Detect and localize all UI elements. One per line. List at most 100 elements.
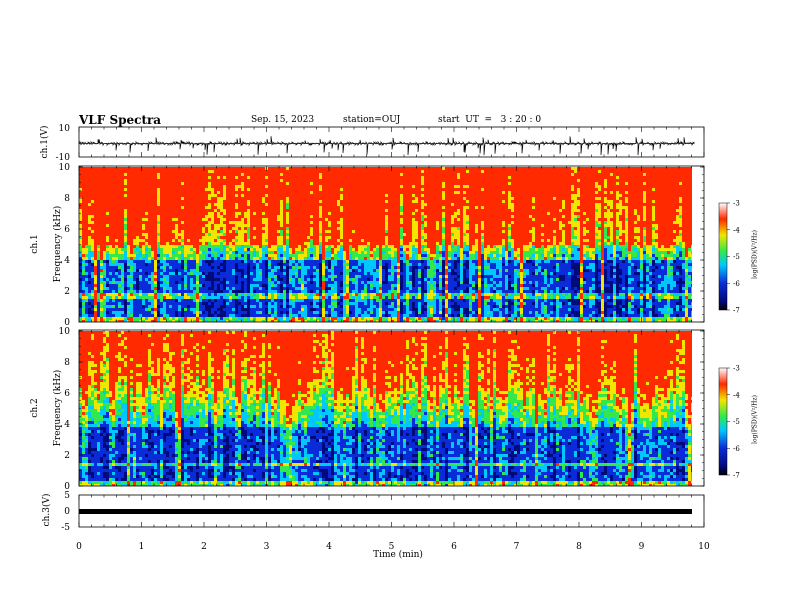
spectrogram-cell — [340, 284, 344, 288]
spectrogram-cell — [166, 302, 170, 306]
spectrogram-cell — [133, 320, 137, 322]
spectrogram-cell — [235, 197, 239, 201]
spectrogram-cell — [301, 206, 305, 210]
spectrogram-cell — [136, 188, 140, 192]
spectrogram-cell — [343, 278, 347, 282]
spectrogram-cell — [193, 299, 197, 303]
spectrogram-cell — [109, 227, 113, 231]
spectrogram-cell — [103, 194, 107, 198]
spectrogram-cell — [304, 320, 308, 322]
spectrogram-cell — [349, 170, 353, 174]
spectrogram-cell — [355, 167, 359, 171]
spectrogram-cell — [247, 293, 251, 297]
spectrogram-cell — [295, 233, 299, 237]
spectrogram-cell — [85, 305, 89, 309]
spectrogram-cell — [121, 167, 125, 171]
spectrogram-cell — [151, 182, 155, 186]
spectrogram-cell — [136, 305, 140, 309]
spectrogram-cell — [97, 209, 101, 213]
spectrogram-cell — [214, 233, 218, 237]
spectrogram-cell — [130, 248, 134, 252]
spectrogram-cell — [199, 224, 203, 228]
spectrogram-cell — [295, 239, 299, 243]
spectrogram-cell — [214, 248, 218, 252]
spectrogram-cell — [226, 179, 230, 183]
spectrogram-cell — [241, 272, 245, 276]
spectrogram-cell — [145, 236, 149, 240]
spectrogram-cell — [91, 308, 95, 312]
spectrogram-cell — [214, 284, 218, 288]
spectrogram-cell — [100, 233, 104, 237]
spectrogram-cell — [355, 206, 359, 210]
spectrogram-cell — [313, 191, 317, 195]
spectrogram-cell — [253, 245, 257, 249]
spectrogram-cell — [181, 227, 185, 231]
spectrogram-cell — [130, 293, 134, 297]
spectrogram-cell — [154, 251, 158, 255]
spectrogram-cell — [346, 317, 350, 321]
spectrogram-cell — [115, 206, 119, 210]
spectrogram-cell — [280, 185, 284, 189]
spectrogram-cell — [88, 242, 92, 246]
spectrogram-cell — [157, 227, 161, 231]
spectrogram-cell — [133, 200, 137, 204]
spectrogram-cell — [268, 206, 272, 210]
spectrogram-cell — [289, 266, 293, 270]
spectrogram-cell — [118, 290, 122, 294]
spectrogram-cell — [193, 254, 197, 258]
spectrogram-cell — [229, 191, 233, 195]
spectrogram-cell — [322, 305, 326, 309]
spectrogram-cell — [226, 275, 230, 279]
spectrogram-cell — [208, 278, 212, 282]
spectrogram-cell — [355, 194, 359, 198]
spectrogram-cell — [274, 278, 278, 282]
spectrogram-cell — [106, 284, 110, 288]
spectrogram-cell — [220, 179, 224, 183]
spectrogram-cell — [304, 182, 308, 186]
spectrogram-cell — [358, 221, 362, 225]
spectrogram-cell — [262, 185, 266, 189]
spectrogram-cell — [322, 281, 326, 285]
spectrogram-cell — [349, 173, 353, 177]
spectrogram-cell — [154, 263, 158, 267]
spectrogram-cell — [151, 185, 155, 189]
spectrogram-cell — [151, 236, 155, 240]
spectrogram-cell — [352, 275, 356, 279]
spectrogram-cell — [124, 176, 128, 180]
spectrogram-cell — [157, 197, 161, 201]
spectrogram-cell — [319, 305, 323, 309]
spectrogram-cell — [223, 296, 227, 300]
spectrogram-cell — [301, 239, 305, 243]
spectrogram-cell — [112, 215, 116, 219]
spectrogram-cell — [121, 224, 125, 228]
spectrogram-cell — [355, 251, 359, 255]
spectrogram-cell — [244, 167, 248, 171]
spectrogram-cell — [250, 263, 254, 267]
spectrogram-cell — [232, 179, 236, 183]
spectrogram-cell — [145, 296, 149, 300]
spectrogram-cell — [118, 203, 122, 207]
spectrogram-cell — [307, 296, 311, 300]
spectrogram-cell — [298, 224, 302, 228]
spectrogram-cell — [328, 302, 332, 306]
spectrogram-cell — [151, 170, 155, 174]
spectrogram-cell — [133, 311, 137, 315]
spectrogram-cell — [178, 299, 182, 303]
spectrogram-cell — [175, 200, 179, 204]
spectrogram-cell — [310, 197, 314, 201]
spectrogram-cell — [358, 185, 362, 189]
spectrogram-cell — [322, 236, 326, 240]
spectrogram-cell — [181, 287, 185, 291]
spectrogram-cell — [235, 251, 239, 255]
spectrogram-cell — [304, 221, 308, 225]
spectrogram-cell — [130, 269, 134, 273]
spectrogram-cell — [232, 242, 236, 246]
spectrogram-cell — [247, 299, 251, 303]
spectrogram-cell — [85, 284, 89, 288]
spectrogram-cell — [289, 317, 293, 321]
spectrogram-cell — [139, 278, 143, 282]
spectrogram-cell — [91, 278, 95, 282]
spectrogram-cell — [109, 203, 113, 207]
spectrogram-cell — [337, 245, 341, 249]
spectrogram-cell — [334, 209, 338, 213]
